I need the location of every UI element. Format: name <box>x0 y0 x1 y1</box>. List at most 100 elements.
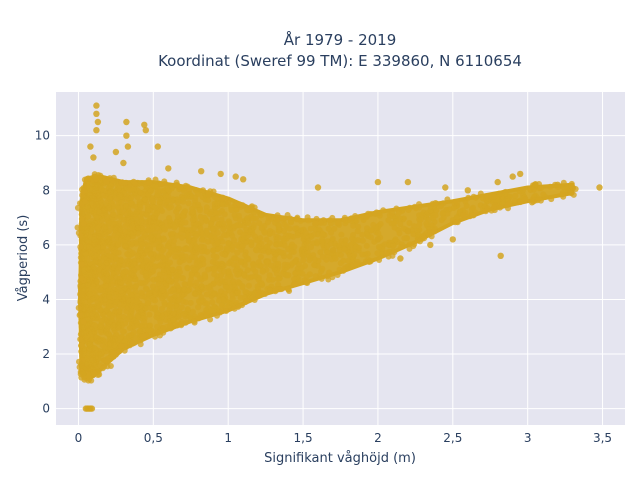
y-axis-title: Vågperiod (s) <box>16 215 31 302</box>
data-point <box>292 270 299 277</box>
data-point <box>264 259 271 266</box>
data-point <box>529 199 535 206</box>
outlier-point <box>87 143 94 150</box>
outlier-point <box>329 247 337 254</box>
data-point <box>93 258 100 265</box>
data-point <box>352 213 359 219</box>
data-point <box>152 204 159 211</box>
outlier-point <box>596 184 603 191</box>
data-point <box>287 233 294 240</box>
data-point <box>127 333 134 339</box>
data-point <box>379 245 386 252</box>
data-point <box>111 342 118 349</box>
data-point <box>537 197 544 204</box>
data-point <box>244 215 251 222</box>
data-point <box>127 292 134 299</box>
data-point <box>255 292 262 299</box>
data-point <box>110 211 117 218</box>
data-point <box>504 201 511 208</box>
data-point <box>113 299 120 306</box>
data-point <box>349 235 356 242</box>
data-point <box>300 257 307 264</box>
data-point <box>470 204 476 211</box>
data-point <box>120 269 127 276</box>
data-point <box>275 263 282 270</box>
data-point <box>121 275 128 282</box>
data-point <box>186 280 193 287</box>
data-point <box>113 249 119 256</box>
data-point <box>450 205 457 211</box>
data-point <box>123 308 130 315</box>
data-point <box>209 238 215 245</box>
data-point <box>127 210 134 217</box>
data-point <box>193 233 200 240</box>
data-point <box>79 294 86 301</box>
data-point <box>312 273 319 280</box>
data-point <box>250 262 257 268</box>
data-point <box>160 325 167 331</box>
data-point <box>517 199 524 206</box>
data-point <box>231 305 238 312</box>
data-point <box>209 299 216 306</box>
data-point <box>102 231 109 238</box>
data-point <box>273 250 280 257</box>
data-point <box>281 261 288 268</box>
data-point <box>76 312 83 319</box>
data-point <box>273 216 280 223</box>
data-point <box>132 288 139 295</box>
data-point <box>172 253 179 260</box>
data-point <box>161 178 168 185</box>
data-point <box>391 224 398 231</box>
data-point <box>138 238 145 245</box>
data-point <box>190 240 197 247</box>
data-point <box>103 326 110 333</box>
outlier-point <box>123 118 130 126</box>
data-point <box>454 199 461 206</box>
data-point <box>185 237 192 244</box>
data-point <box>389 210 395 217</box>
data-point <box>560 179 567 186</box>
data-point <box>398 243 405 250</box>
data-point <box>221 211 228 218</box>
data-point <box>74 204 81 211</box>
data-point <box>218 216 225 223</box>
data-point <box>392 236 399 243</box>
data-point <box>184 306 191 313</box>
outlier-point <box>79 369 87 377</box>
data-point <box>444 210 451 217</box>
data-point <box>163 283 170 290</box>
data-point <box>520 187 526 194</box>
data-point <box>151 229 158 236</box>
data-point <box>198 229 205 236</box>
data-point <box>354 228 361 235</box>
data-point <box>75 230 82 236</box>
data-point <box>413 205 419 212</box>
data-point <box>137 341 144 348</box>
data-point <box>166 204 173 211</box>
data-point <box>363 214 370 220</box>
data-point <box>207 287 214 294</box>
data-point <box>333 251 340 258</box>
x-tick-label: 3 <box>524 431 532 445</box>
data-point <box>149 256 156 263</box>
data-point <box>383 249 390 256</box>
data-point <box>210 252 217 259</box>
data-point <box>245 282 252 289</box>
y-tick-label: 10 <box>35 129 50 143</box>
data-point <box>319 231 326 238</box>
y-tick-label: 4 <box>42 292 50 306</box>
data-point <box>165 277 172 284</box>
data-point <box>325 225 332 232</box>
data-point <box>137 279 144 286</box>
data-point <box>421 235 428 242</box>
data-point <box>116 308 122 315</box>
data-point <box>154 276 161 283</box>
data-point <box>134 194 141 201</box>
data-point <box>210 216 216 223</box>
data-point <box>142 305 149 312</box>
data-point <box>201 214 208 221</box>
data-point <box>195 304 202 311</box>
data-point <box>329 214 336 221</box>
data-point <box>267 230 274 237</box>
data-point <box>178 321 185 328</box>
